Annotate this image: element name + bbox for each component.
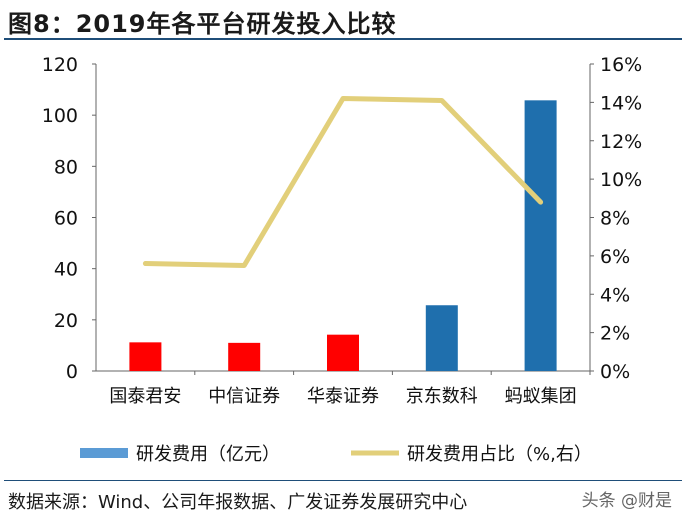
bar <box>129 342 162 371</box>
line-series <box>142 96 544 268</box>
legend: 研发费用（亿元） 研发费用占比（%,右） <box>80 444 592 465</box>
chart: 0 20 40 60 80 100 120 0% 2% 4% 6% 8% 10% 12% 14% 16% 国泰君… <box>42 54 643 465</box>
y-right-tick-label: 8% <box>600 208 630 230</box>
source-note: 数据来源：Wind、公司年报数据、广发证券发展研究中心 <box>8 492 468 513</box>
bar <box>228 342 261 371</box>
y-left-tick-label: 60 <box>54 208 78 230</box>
x-tick-label: 国泰君安 <box>109 386 181 407</box>
y-right-tick-label: 6% <box>600 246 630 268</box>
y-right-tick-label: 12% <box>600 131 642 153</box>
title-rule <box>4 38 682 40</box>
y-left-tick-label: 120 <box>42 54 78 76</box>
y-right-tick-label: 16% <box>600 54 642 76</box>
y-left-tick-label: 40 <box>54 259 78 281</box>
x-tick-label: 京东数科 <box>406 386 478 407</box>
x-tick-label: 蚂蚁集团 <box>505 386 577 407</box>
y-left-tick-label: 80 <box>54 156 78 178</box>
y-right-tick-label: 10% <box>600 169 642 191</box>
y-left-tick-label: 100 <box>42 105 78 127</box>
y-left-tick-label: 20 <box>54 310 78 332</box>
y-right-tick-label: 0% <box>600 361 630 383</box>
watermark: 头条 @财是 <box>577 486 676 511</box>
bar <box>425 305 458 371</box>
y-left-tick-label: 0 <box>66 361 78 383</box>
figure-title: 图8：2019年各平台研发投入比较 <box>8 10 397 38</box>
x-tick-label: 中信证券 <box>208 386 280 407</box>
ratio-line <box>142 96 544 268</box>
legend-label-bar: 研发费用（亿元） <box>136 444 280 465</box>
bars <box>129 100 557 371</box>
y-right-tick-label: 4% <box>600 284 630 306</box>
legend-swatch-bar <box>80 448 128 458</box>
bar <box>327 334 359 371</box>
x-tick-label: 华泰证券 <box>307 386 379 407</box>
tick-labels: 0 20 40 60 80 100 120 0% 2% 4% 6% 8% 10% 12% 14% 16% 国泰君… <box>42 54 643 407</box>
axes <box>92 63 594 375</box>
y-right-tick-label: 14% <box>600 92 642 114</box>
y-right-tick-label: 2% <box>600 323 630 345</box>
legend-label-line: 研发费用占比（%,右） <box>407 444 592 465</box>
bar <box>524 100 557 371</box>
source-rule <box>4 480 682 481</box>
